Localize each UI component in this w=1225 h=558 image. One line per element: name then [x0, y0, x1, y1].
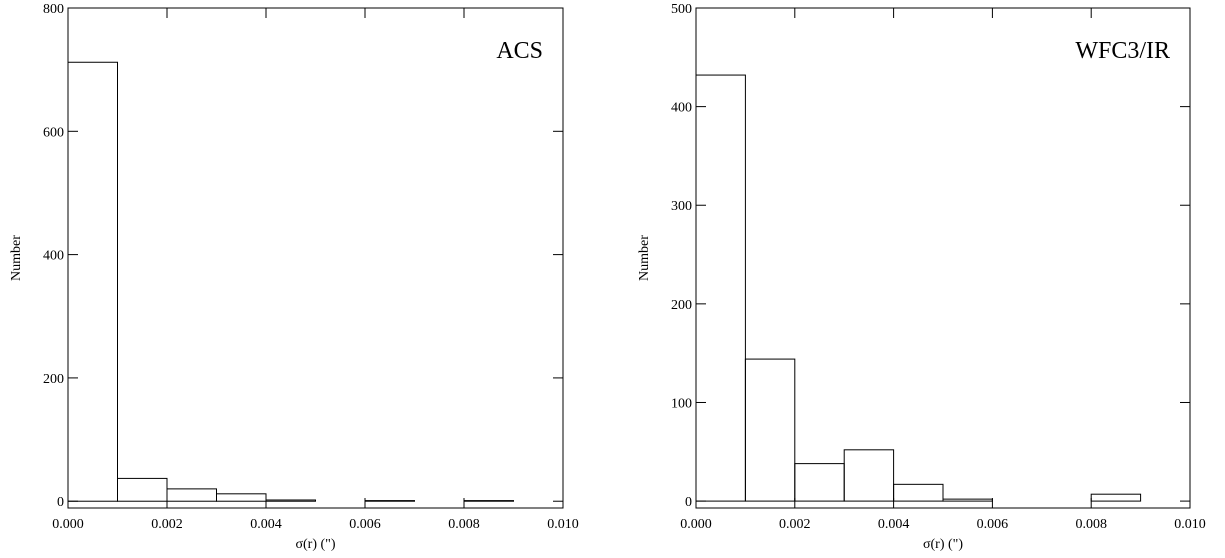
x-tick-label: 0.004: [878, 517, 910, 532]
x-tick-label: 0.010: [547, 517, 579, 532]
annotation: WFC3/IR: [1075, 38, 1170, 64]
x-tick-label: 0.004: [250, 517, 282, 532]
histogram-bar: [1090, 493, 1142, 502]
histogram-bar: [463, 500, 514, 502]
y-tick-label: 200: [43, 372, 64, 387]
histogram-bar: [843, 449, 895, 502]
x-axis-label: σ(r) ("): [923, 537, 963, 552]
x-tick-label: 0.000: [680, 517, 712, 532]
x-tick-label: 0.000: [52, 517, 84, 532]
y-tick-label: 100: [671, 396, 692, 411]
plot-frame: [67, 7, 564, 509]
x-tick-label: 0.006: [349, 517, 381, 532]
y-axis-label: Number: [9, 235, 24, 281]
x-tick-label: 0.008: [448, 517, 480, 532]
y-tick-label: 200: [671, 298, 692, 313]
histogram-bar: [893, 483, 944, 502]
y-tick-label: 600: [43, 125, 64, 140]
histogram-bar: [67, 61, 118, 502]
x-tick-label: 0.002: [151, 517, 183, 532]
y-tick-label: 300: [671, 199, 692, 214]
histogram-bar: [744, 358, 796, 502]
histogram-bar: [942, 498, 993, 502]
y-tick-label: 0: [685, 495, 692, 510]
histogram-bar: [216, 493, 267, 502]
histogram-bar: [265, 499, 316, 502]
x-tick-label: 0.010: [1174, 517, 1206, 532]
x-tick-label: 0.006: [977, 517, 1009, 532]
x-axis-label: σ(r) ("): [295, 537, 335, 552]
histogram-bar: [117, 477, 168, 502]
y-axis-label: Number: [637, 235, 652, 281]
y-tick-label: 0: [57, 495, 64, 510]
annotation: ACS: [496, 38, 543, 64]
y-tick-label: 400: [43, 249, 64, 264]
x-tick-label: 0.008: [1075, 517, 1107, 532]
histogram-bar: [166, 488, 217, 502]
histogram-bar: [794, 463, 845, 502]
y-tick-label: 500: [671, 2, 692, 17]
y-tick-label: 800: [43, 2, 64, 17]
x-tick-label: 0.002: [779, 517, 811, 532]
histogram-bar: [695, 74, 746, 502]
y-tick-label: 400: [671, 101, 692, 116]
plot-frame: [695, 7, 1191, 509]
histogram-bar: [364, 500, 415, 502]
